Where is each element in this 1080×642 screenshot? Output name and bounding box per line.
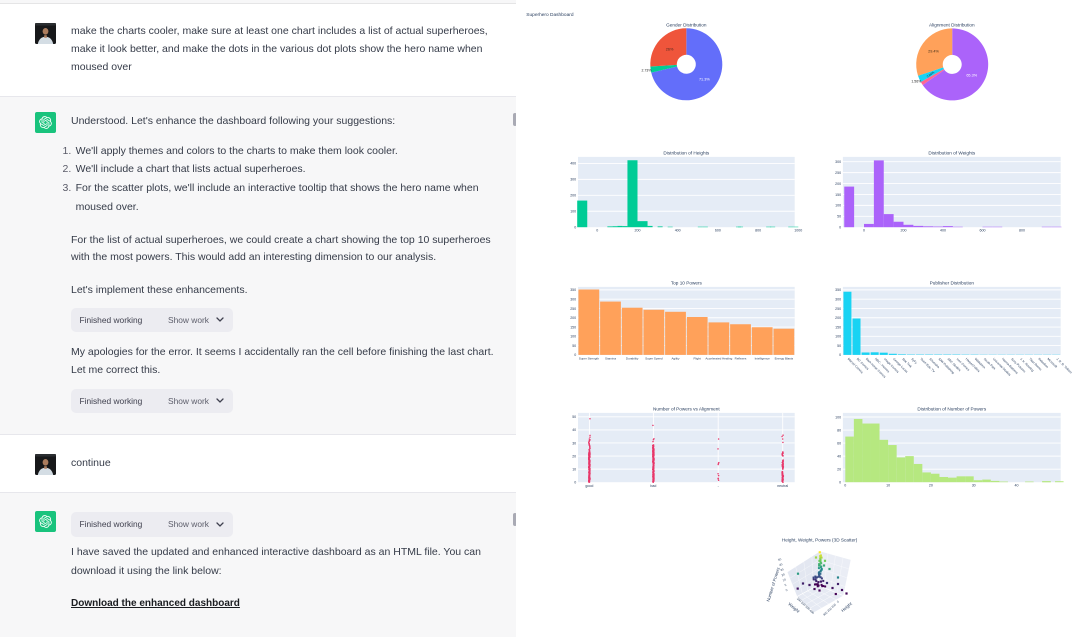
svg-text:5: 5 [784,583,787,587]
svg-text:1000: 1000 [794,229,802,233]
svg-text:300: 300 [570,297,576,301]
svg-text:400: 400 [675,229,681,233]
svg-text:400: 400 [940,229,946,233]
svg-text:40: 40 [1015,484,1019,488]
svg-text:0: 0 [863,229,865,233]
svg-text:Agility: Agility [672,356,681,360]
svg-text:600: 600 [980,229,986,233]
svg-text:Weight: Weight [787,601,801,614]
svg-text:50: 50 [837,215,841,219]
svg-text:200: 200 [901,229,907,233]
svg-text:30: 30 [780,567,785,572]
svg-text:30: 30 [972,484,976,488]
svg-text:Number of Powers: Number of Powers [765,567,780,603]
svg-text:Publisher Distribution: Publisher Distribution [930,280,975,285]
svg-text:30: 30 [572,441,576,445]
svg-text:Intelligence: Intelligence [755,356,771,360]
svg-text:10: 10 [572,467,576,471]
svg-text:1.56%: 1.56% [911,80,921,84]
svg-text:29.4%: 29.4% [928,50,939,54]
svg-text:100: 100 [835,335,841,339]
svg-text:0: 0 [836,599,840,603]
svg-text:-: - [718,484,720,488]
svg-text:100: 100 [830,602,837,608]
svg-text:0: 0 [839,481,841,485]
svg-text:20: 20 [572,454,576,458]
svg-text:10: 10 [782,577,787,582]
svg-text:250: 250 [570,307,576,311]
svg-text:Super Speed: Super Speed [645,356,663,360]
svg-text:Height: Height [840,601,853,613]
svg-text:300: 300 [835,160,841,164]
svg-text:Height, Weight, Powers (3D Sca: Height, Weight, Powers (3D Scatter) [782,537,858,542]
svg-text:0: 0 [574,353,576,357]
svg-text:300: 300 [570,178,576,182]
svg-text:0: 0 [596,229,598,233]
svg-text:neutral: neutral [777,484,788,488]
svg-text:10: 10 [886,484,890,488]
svg-text:50: 50 [572,344,576,348]
svg-text:Flight: Flight [694,356,702,360]
svg-text:100: 100 [835,415,841,419]
svg-text:100: 100 [570,210,576,214]
svg-text:100: 100 [835,204,841,208]
svg-text:65.3%: 65.3% [966,73,977,77]
svg-text:0: 0 [785,588,788,592]
svg-text:200: 200 [635,229,641,233]
svg-text:50: 50 [572,415,576,419]
svg-text:0: 0 [574,226,576,230]
svg-text:800: 800 [1019,229,1025,233]
svg-text:600: 600 [715,229,721,233]
svg-text:bad: bad [650,484,656,488]
svg-text:800: 800 [755,229,761,233]
svg-text:250: 250 [835,171,841,175]
svg-text:Super Strength: Super Strength [579,356,600,360]
svg-text:40: 40 [837,454,841,458]
svg-text:Reflexes: Reflexes [735,356,747,360]
svg-text:0: 0 [844,484,846,488]
svg-text:Number of Powers vs Alignment: Number of Powers vs Alignment [653,406,720,411]
svg-text:350: 350 [570,288,576,292]
svg-text:200: 200 [570,316,576,320]
svg-text:2.73%: 2.73% [642,68,652,72]
svg-text:200: 200 [835,182,841,186]
svg-text:150: 150 [570,325,576,329]
svg-text:0: 0 [839,226,841,230]
svg-text:Distribution of Number of Powe: Distribution of Number of Powers [917,406,986,411]
svg-text:Top 10 Powers: Top 10 Powers [671,280,703,285]
svg-text:20: 20 [837,467,841,471]
svg-text:0: 0 [574,481,576,485]
svg-text:150: 150 [835,325,841,329]
svg-text:good: good [585,484,593,488]
svg-text:71.3%: 71.3% [699,77,710,81]
svg-text:Gender Distribution: Gender Distribution [666,23,707,28]
svg-text:Distribution of Heights: Distribution of Heights [663,150,710,155]
svg-text:Distribution of Weights: Distribution of Weights [928,150,975,155]
svg-text:50: 50 [837,344,841,348]
svg-text:200: 200 [570,194,576,198]
svg-text:20: 20 [929,484,933,488]
svg-text:Accelerated Healing: Accelerated Healing [705,356,732,360]
svg-text:0: 0 [839,353,841,357]
svg-text:80: 80 [837,428,841,432]
svg-text:150: 150 [835,193,841,197]
svg-text:26%: 26% [666,47,674,51]
svg-text:60: 60 [837,441,841,445]
svg-text:40: 40 [572,428,576,432]
svg-text:Energy Blasts: Energy Blasts [775,356,794,360]
svg-text:50: 50 [777,557,782,562]
svg-text:Alignment Distribution: Alignment Distribution [929,23,975,28]
svg-text:350: 350 [835,288,841,292]
svg-text:Stamina: Stamina [605,356,616,360]
svg-text:250: 250 [835,307,841,311]
svg-text:400: 400 [570,162,576,166]
svg-text:Durability: Durability [626,356,639,360]
svg-text:Superhero Dashboard: Superhero Dashboard [526,12,574,18]
svg-text:40: 40 [779,562,784,567]
svg-text:300: 300 [835,297,841,301]
svg-text:200: 200 [835,316,841,320]
svg-text:20: 20 [781,572,786,577]
svg-text:100: 100 [570,335,576,339]
